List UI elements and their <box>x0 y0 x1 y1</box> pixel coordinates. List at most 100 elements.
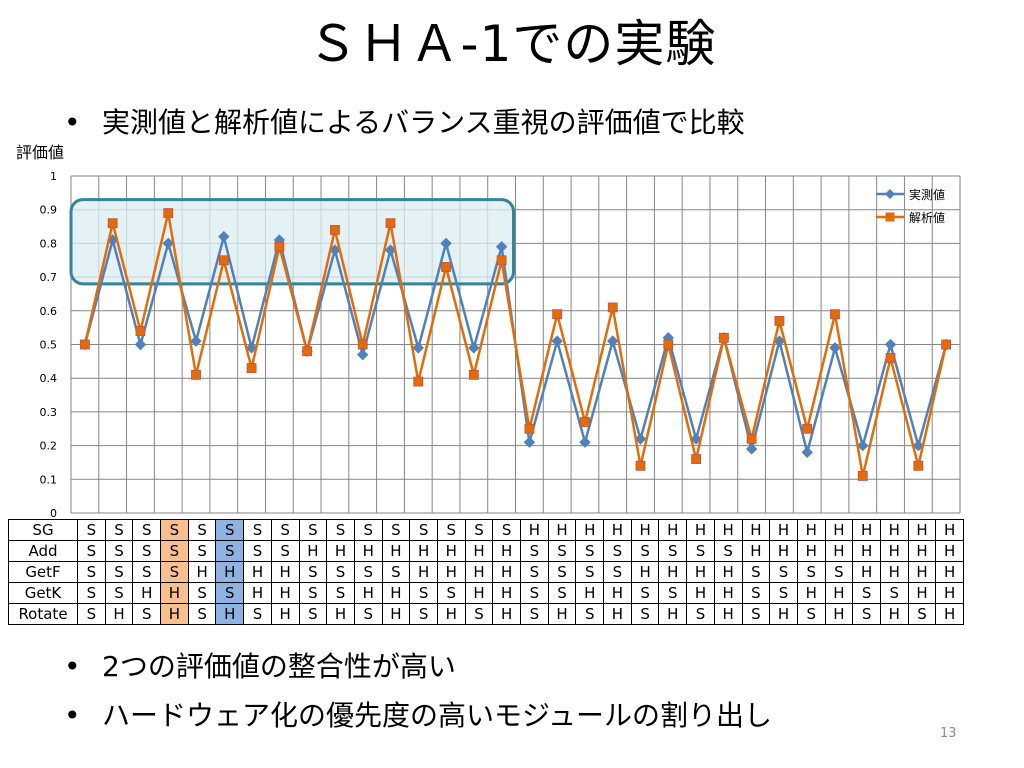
data-point-analytic <box>913 460 924 471</box>
data-point-actual <box>912 439 925 452</box>
table-cell: S <box>77 519 106 541</box>
y-axis-title: 評価値 <box>16 143 65 162</box>
table-cell: S <box>658 582 688 604</box>
table-cell: S <box>104 561 134 583</box>
table-cell: S <box>298 603 328 625</box>
data-point-actual <box>884 338 897 351</box>
table-cell: H <box>270 603 300 625</box>
table-cell: S <box>381 561 411 583</box>
table-cell: S <box>464 519 494 541</box>
table-cell: H <box>187 561 217 583</box>
data-point-actual <box>190 335 202 347</box>
data-point-analytic <box>580 417 590 427</box>
table-cell: H <box>409 540 438 562</box>
bullet-text-2: 2つの評価値の整合性が高い <box>102 650 456 683</box>
table-cell: H <box>824 603 854 625</box>
table-cell: H <box>935 519 964 541</box>
bullet-dot-icon: • <box>64 106 81 139</box>
data-point-actual <box>745 443 758 455</box>
data-point-analytic <box>552 309 563 320</box>
legend-label: 実測値 <box>909 187 945 202</box>
data-point-analytic <box>441 262 451 272</box>
table-cell: H <box>215 561 245 583</box>
table-cell: H <box>741 540 771 562</box>
table-cell: S <box>907 603 937 625</box>
data-point-analytic <box>135 326 146 336</box>
data-point-analytic <box>774 316 785 326</box>
table-cell: S <box>243 540 272 562</box>
table-row: SG S S S S S S S S S S S S S S S S H H H H H H H H H H H H H H H H <box>8 519 964 541</box>
table-cell: H <box>464 561 494 583</box>
data-point-analytic <box>941 339 952 350</box>
table-cell: H <box>686 561 715 583</box>
data-point-actual <box>440 237 452 250</box>
table-cell: S <box>326 582 355 604</box>
data-point-actual <box>579 436 591 448</box>
table-cell: H <box>243 582 272 604</box>
table-cell: S <box>270 519 300 541</box>
table-cell: H <box>436 540 466 562</box>
table-cell: S <box>796 603 826 625</box>
data-point-analytic <box>79 339 90 350</box>
table-cell: H <box>603 582 632 604</box>
table-cell: S <box>243 603 272 625</box>
table-cell: H <box>436 561 466 583</box>
table-cell: S <box>298 582 328 604</box>
data-point-analytic <box>191 369 201 380</box>
table-cell: H <box>658 519 688 541</box>
data-point-analytic <box>524 423 535 434</box>
data-point-analytic <box>413 376 424 387</box>
table-cell: S <box>520 582 549 604</box>
row-label: Rotate <box>8 603 78 625</box>
y-tick-label: 0.8 <box>40 237 58 250</box>
y-tick-label: 0.6 <box>40 305 58 318</box>
table-cell: H <box>713 561 743 583</box>
table-cell: H <box>879 540 909 562</box>
table-cell: S <box>298 561 328 583</box>
table-cell: H <box>464 540 494 562</box>
row-label: GetK <box>8 582 78 604</box>
table-cell: S <box>547 540 577 562</box>
table-cell: H <box>298 540 328 562</box>
data-point-actual <box>134 338 147 351</box>
table-cell: S <box>852 603 881 625</box>
table-cell: S <box>713 540 743 562</box>
table-cell: S <box>187 519 217 541</box>
row-label: SG <box>8 519 78 541</box>
row-label: GetF <box>8 561 78 583</box>
table-cell: H <box>907 519 937 541</box>
data-point-actual <box>551 335 563 347</box>
table-cell: S <box>298 519 328 541</box>
data-point-analytic <box>385 218 396 229</box>
table-cell: H <box>658 603 688 625</box>
table-cell: H <box>603 519 632 541</box>
bullet-text-1: 実測値と解析値によるバランス重視の評価値で比較 <box>102 106 745 139</box>
table-cell: H <box>879 603 909 625</box>
table-cell: H <box>492 561 521 583</box>
data-point-analytic <box>330 225 340 235</box>
table-cell: S <box>215 582 245 604</box>
table-cell: H <box>741 519 771 541</box>
table-cell: H <box>630 561 660 583</box>
table-cell: S <box>353 561 383 583</box>
table-cell: H <box>935 540 964 562</box>
table-cell: S <box>603 561 632 583</box>
table-cell: S <box>686 603 715 625</box>
data-point-analytic <box>357 339 368 350</box>
table-cell: S <box>160 540 189 562</box>
table-cell: H <box>160 603 189 625</box>
table-cell: H <box>935 603 964 625</box>
data-point-analytic <box>107 218 118 229</box>
table-cell: S <box>630 603 660 625</box>
table-cell: H <box>215 603 245 625</box>
table-cell: S <box>824 561 854 583</box>
data-point-actual <box>162 237 174 250</box>
data-point-analytic <box>746 433 757 444</box>
table-cell: S <box>492 519 521 541</box>
table-cell: S <box>741 603 771 625</box>
data-point-actual <box>468 342 480 354</box>
table-cell: H <box>658 561 688 583</box>
table-cell: H <box>132 582 162 604</box>
table-cell: H <box>879 561 909 583</box>
